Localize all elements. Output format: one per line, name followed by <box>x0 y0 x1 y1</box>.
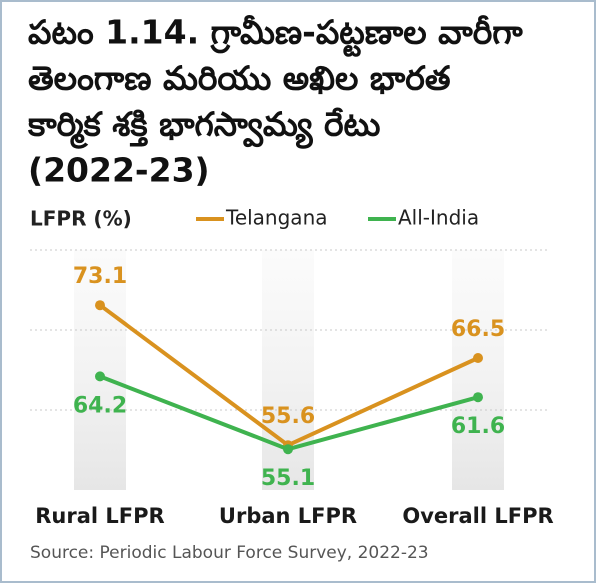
chart-title: (2022-23) <box>28 151 210 190</box>
legend-label: All-India <box>398 206 479 230</box>
value-label: 55.6 <box>261 404 315 429</box>
column-band <box>74 250 126 490</box>
chart-title: పటం 1.14. గ్రామీణ-పట్టణాల వారీగా <box>28 13 523 58</box>
source: Source: Periodic Labour Force Survey, 20… <box>30 543 429 563</box>
point <box>473 353 483 363</box>
point <box>283 444 293 455</box>
y-axis-label: LFPR (%) <box>30 207 132 231</box>
value-label: 73.1 <box>73 264 127 289</box>
x-tick-label: Urban LFPR <box>219 504 357 528</box>
point <box>95 300 105 311</box>
chart-title: కార్మిక శక్తి భాగస్వామ్య రేటు <box>27 105 380 150</box>
value-label: 55.1 <box>261 466 315 491</box>
x-tick-label: Overall LFPR <box>402 504 553 528</box>
point <box>473 392 483 403</box>
value-label: 66.5 <box>451 317 505 342</box>
value-label: 64.2 <box>73 393 127 418</box>
x-tick-label: Rural LFPR <box>35 504 164 528</box>
point <box>95 371 105 382</box>
value-label: 61.6 <box>451 414 505 439</box>
chart-title: తెలంగాణ మరియు అఖిల భారత <box>28 59 451 98</box>
column-band <box>452 250 504 490</box>
legend-label: Telangana <box>225 206 328 230</box>
